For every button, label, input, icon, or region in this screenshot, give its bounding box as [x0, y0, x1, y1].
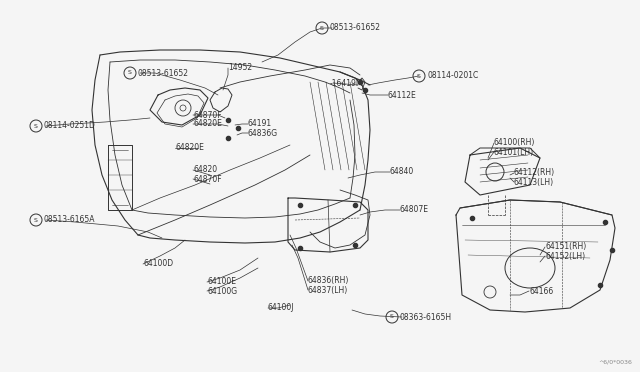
- Text: S: S: [128, 71, 132, 76]
- Text: 64113(LH): 64113(LH): [514, 177, 554, 186]
- Text: -16419M: -16419M: [330, 78, 364, 87]
- Text: 64870F: 64870F: [193, 174, 221, 183]
- Text: 64191: 64191: [248, 119, 272, 128]
- Text: ^6/0*0036: ^6/0*0036: [598, 359, 632, 364]
- Text: 64870F: 64870F: [193, 110, 221, 119]
- Text: 64807E: 64807E: [400, 205, 429, 215]
- Text: 08513-61652: 08513-61652: [138, 68, 189, 77]
- Text: 64820: 64820: [193, 166, 217, 174]
- Text: 64166: 64166: [529, 286, 553, 295]
- Text: 64152(LH): 64152(LH): [545, 251, 585, 260]
- Text: 08363-6165H: 08363-6165H: [400, 312, 452, 321]
- Text: 08513-6165A: 08513-6165A: [44, 215, 95, 224]
- Text: 08114-0251D: 08114-0251D: [44, 122, 96, 131]
- Text: 14952: 14952: [228, 64, 252, 73]
- Text: 64820E: 64820E: [193, 119, 222, 128]
- Text: 64100J: 64100J: [268, 304, 294, 312]
- Text: 64112(RH): 64112(RH): [514, 169, 555, 177]
- Text: 64101(LH): 64101(LH): [494, 148, 534, 157]
- Text: 08513-61652: 08513-61652: [330, 23, 381, 32]
- Text: S: S: [390, 314, 394, 320]
- Text: 64100G: 64100G: [207, 286, 237, 295]
- Text: 64100D: 64100D: [143, 260, 173, 269]
- Text: 64112E: 64112E: [388, 90, 417, 99]
- Text: 64100(RH): 64100(RH): [494, 138, 536, 148]
- Text: S: S: [34, 218, 38, 222]
- Text: S: S: [320, 26, 324, 31]
- Text: S: S: [417, 74, 421, 78]
- Text: S: S: [34, 124, 38, 128]
- Text: 08114-0201C: 08114-0201C: [427, 71, 478, 80]
- Text: 64100E: 64100E: [207, 278, 236, 286]
- Text: 64837(LH): 64837(LH): [308, 285, 348, 295]
- Text: 64836(RH): 64836(RH): [308, 276, 349, 285]
- Text: 64820E: 64820E: [175, 144, 204, 153]
- Text: 64836G: 64836G: [248, 128, 278, 138]
- Text: 64151(RH): 64151(RH): [545, 243, 586, 251]
- Text: 64840: 64840: [390, 167, 414, 176]
